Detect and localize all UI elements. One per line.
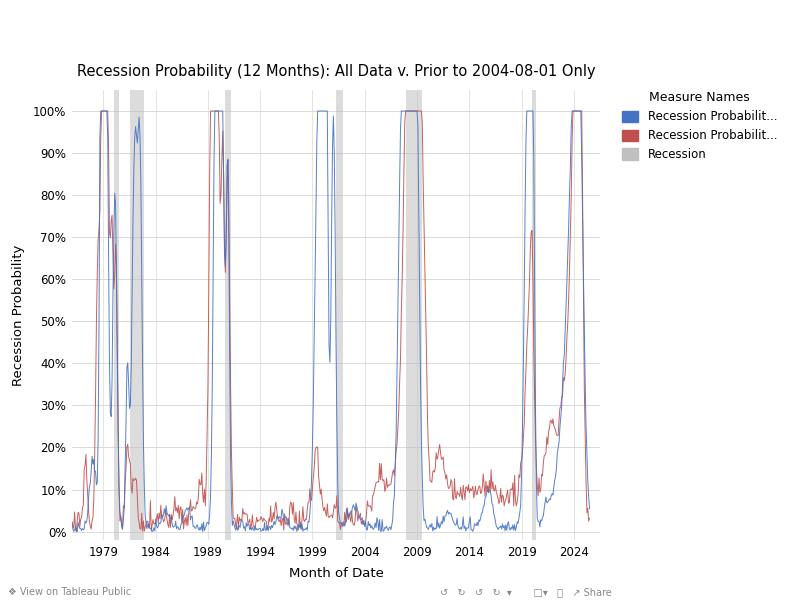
Bar (225, 90, 231, 540)
Bar (532, 90, 537, 540)
Y-axis label: Recession Probability: Recession Probability (12, 244, 25, 386)
Bar (336, 90, 343, 540)
Text: ↺   ↻   ↺   ↻  ▾       □▾   ⬜   ↗ Share: ↺ ↻ ↺ ↻ ▾ □▾ ⬜ ↗ Share (440, 587, 612, 597)
Text: ❖ View on Tableau Public: ❖ View on Tableau Public (8, 587, 131, 597)
Bar (114, 90, 119, 540)
Bar (130, 90, 144, 540)
Title: Recession Probability (12 Months): All Data v. Prior to 2004-08-01 Only: Recession Probability (12 Months): All D… (77, 64, 595, 79)
Legend: Recession Probabilit..., Recession Probabilit..., Recession: Recession Probabilit..., Recession Proba… (622, 91, 778, 161)
X-axis label: Month of Date: Month of Date (289, 567, 383, 580)
Bar (406, 90, 422, 540)
